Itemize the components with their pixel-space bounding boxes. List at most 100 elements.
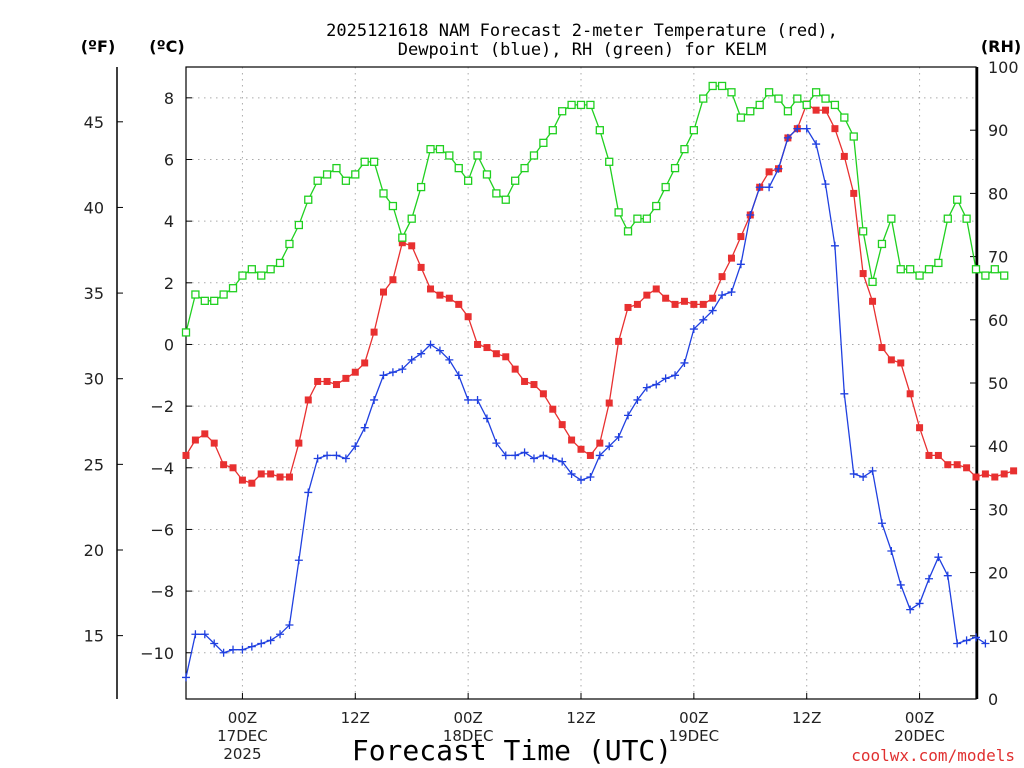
celsius-unit-label: (ºC) xyxy=(149,37,184,56)
temperature-point xyxy=(916,424,924,432)
dewpoint-point xyxy=(182,673,190,682)
temperature-point xyxy=(558,421,566,429)
dewpoint-point xyxy=(727,288,736,297)
rh-point xyxy=(181,328,191,337)
rh-point xyxy=(990,265,999,274)
rh-tick-label: 50 xyxy=(988,374,1008,393)
rh-point xyxy=(680,145,689,154)
celsius-tick-label: 2 xyxy=(164,274,174,293)
fahrenheit-tick-label: 20 xyxy=(84,541,104,560)
dewpoint-point xyxy=(454,371,463,380)
celsius-tick-label: 0 xyxy=(164,335,174,354)
rh-point xyxy=(576,100,586,110)
dewpoint-point xyxy=(511,451,520,460)
dewpoint-point xyxy=(812,140,821,149)
dewpoint-point xyxy=(370,395,379,404)
rh-point xyxy=(454,163,463,173)
temperature-point xyxy=(568,436,576,444)
dewpoint-point xyxy=(548,454,557,463)
dewpoint-point xyxy=(238,645,247,654)
dewpoint-point xyxy=(849,469,858,478)
temperature-point xyxy=(680,297,688,305)
rh-point xyxy=(360,157,369,166)
dewpoint-point xyxy=(962,636,971,645)
temperature-point xyxy=(1000,470,1008,478)
celsius-tick-label: −4 xyxy=(150,459,174,478)
temperature-point xyxy=(474,340,482,348)
temperature-point xyxy=(361,359,369,367)
rh-point xyxy=(473,151,482,160)
rh-point xyxy=(736,113,746,122)
dewpoint-point xyxy=(323,451,332,460)
temperature-point xyxy=(201,430,209,438)
rh-point xyxy=(369,157,379,166)
fahrenheit-tick-label: 30 xyxy=(84,370,104,389)
rh-point xyxy=(539,138,548,147)
x-tick-label: 12Z xyxy=(792,709,821,727)
rh-point xyxy=(463,176,473,185)
rh-point xyxy=(811,88,821,97)
temperature-point xyxy=(1010,467,1018,475)
temperature-series-line xyxy=(185,103,1014,484)
temperature-point xyxy=(633,300,641,308)
temperature-point xyxy=(539,390,547,398)
x-tick-label: 19DEC xyxy=(669,727,720,745)
dewpoint-point xyxy=(774,164,783,173)
dewpoint-point xyxy=(708,306,717,315)
temperature-point xyxy=(878,344,886,352)
temperature-point xyxy=(615,337,623,345)
dewpoint-point xyxy=(586,473,595,482)
dewpoint-point xyxy=(689,325,698,334)
dewpoint-point xyxy=(191,630,200,639)
dewpoint-point xyxy=(473,395,482,404)
fahrenheit-unit-label: (ºF) xyxy=(81,37,116,56)
rh-point xyxy=(275,258,285,268)
temperature-point xyxy=(953,461,961,469)
dewpoint-point xyxy=(614,432,623,441)
celsius-tick-label: −6 xyxy=(150,520,174,539)
rh-point xyxy=(830,100,840,110)
dewpoint-point xyxy=(285,621,294,630)
dewpoint-point xyxy=(332,451,341,460)
temperature-point xyxy=(380,288,387,296)
rh-point xyxy=(200,296,209,305)
rh-point xyxy=(511,176,520,185)
temperature-point xyxy=(210,439,218,447)
x-axis-label: Forecast Time (UTC) xyxy=(352,734,672,767)
rh-point xyxy=(313,176,322,185)
rh-unit-label: (RH) xyxy=(981,37,1021,56)
rh-tick-label: 30 xyxy=(988,500,1008,519)
rh-point xyxy=(840,113,849,122)
x-tick-label: 2025 xyxy=(223,745,261,763)
rh-point xyxy=(398,233,407,242)
temperature-point xyxy=(831,125,839,133)
dewpoint-point xyxy=(388,368,397,377)
dewpoint-point xyxy=(821,180,830,189)
rh-point xyxy=(379,189,388,198)
temperature-point xyxy=(605,399,613,407)
temperature-point xyxy=(267,470,275,478)
temperature-point xyxy=(981,470,989,478)
temperature-markers xyxy=(182,100,1018,487)
fahrenheit-tick-label: 25 xyxy=(84,455,104,474)
rh-point xyxy=(821,94,830,103)
temperature-point xyxy=(869,297,877,305)
rh-point xyxy=(783,107,793,116)
temperature-point xyxy=(257,470,265,478)
rh-point xyxy=(1000,271,1009,280)
dewpoint-point xyxy=(577,476,585,485)
dewpoint-point xyxy=(247,642,256,651)
rh-point xyxy=(934,258,943,268)
rh-point xyxy=(981,271,990,280)
celsius-tick-label: 8 xyxy=(164,89,174,108)
rh-point xyxy=(332,163,341,173)
dewpoint-point xyxy=(492,439,501,448)
rh-point xyxy=(971,265,981,274)
rh-point xyxy=(774,94,783,103)
temperature-point xyxy=(285,473,293,481)
temperature-point xyxy=(483,344,491,352)
rh-point xyxy=(652,201,661,211)
fahrenheit-tick-label: 35 xyxy=(84,284,104,303)
rh-point xyxy=(285,239,294,249)
temperature-point xyxy=(314,377,322,385)
